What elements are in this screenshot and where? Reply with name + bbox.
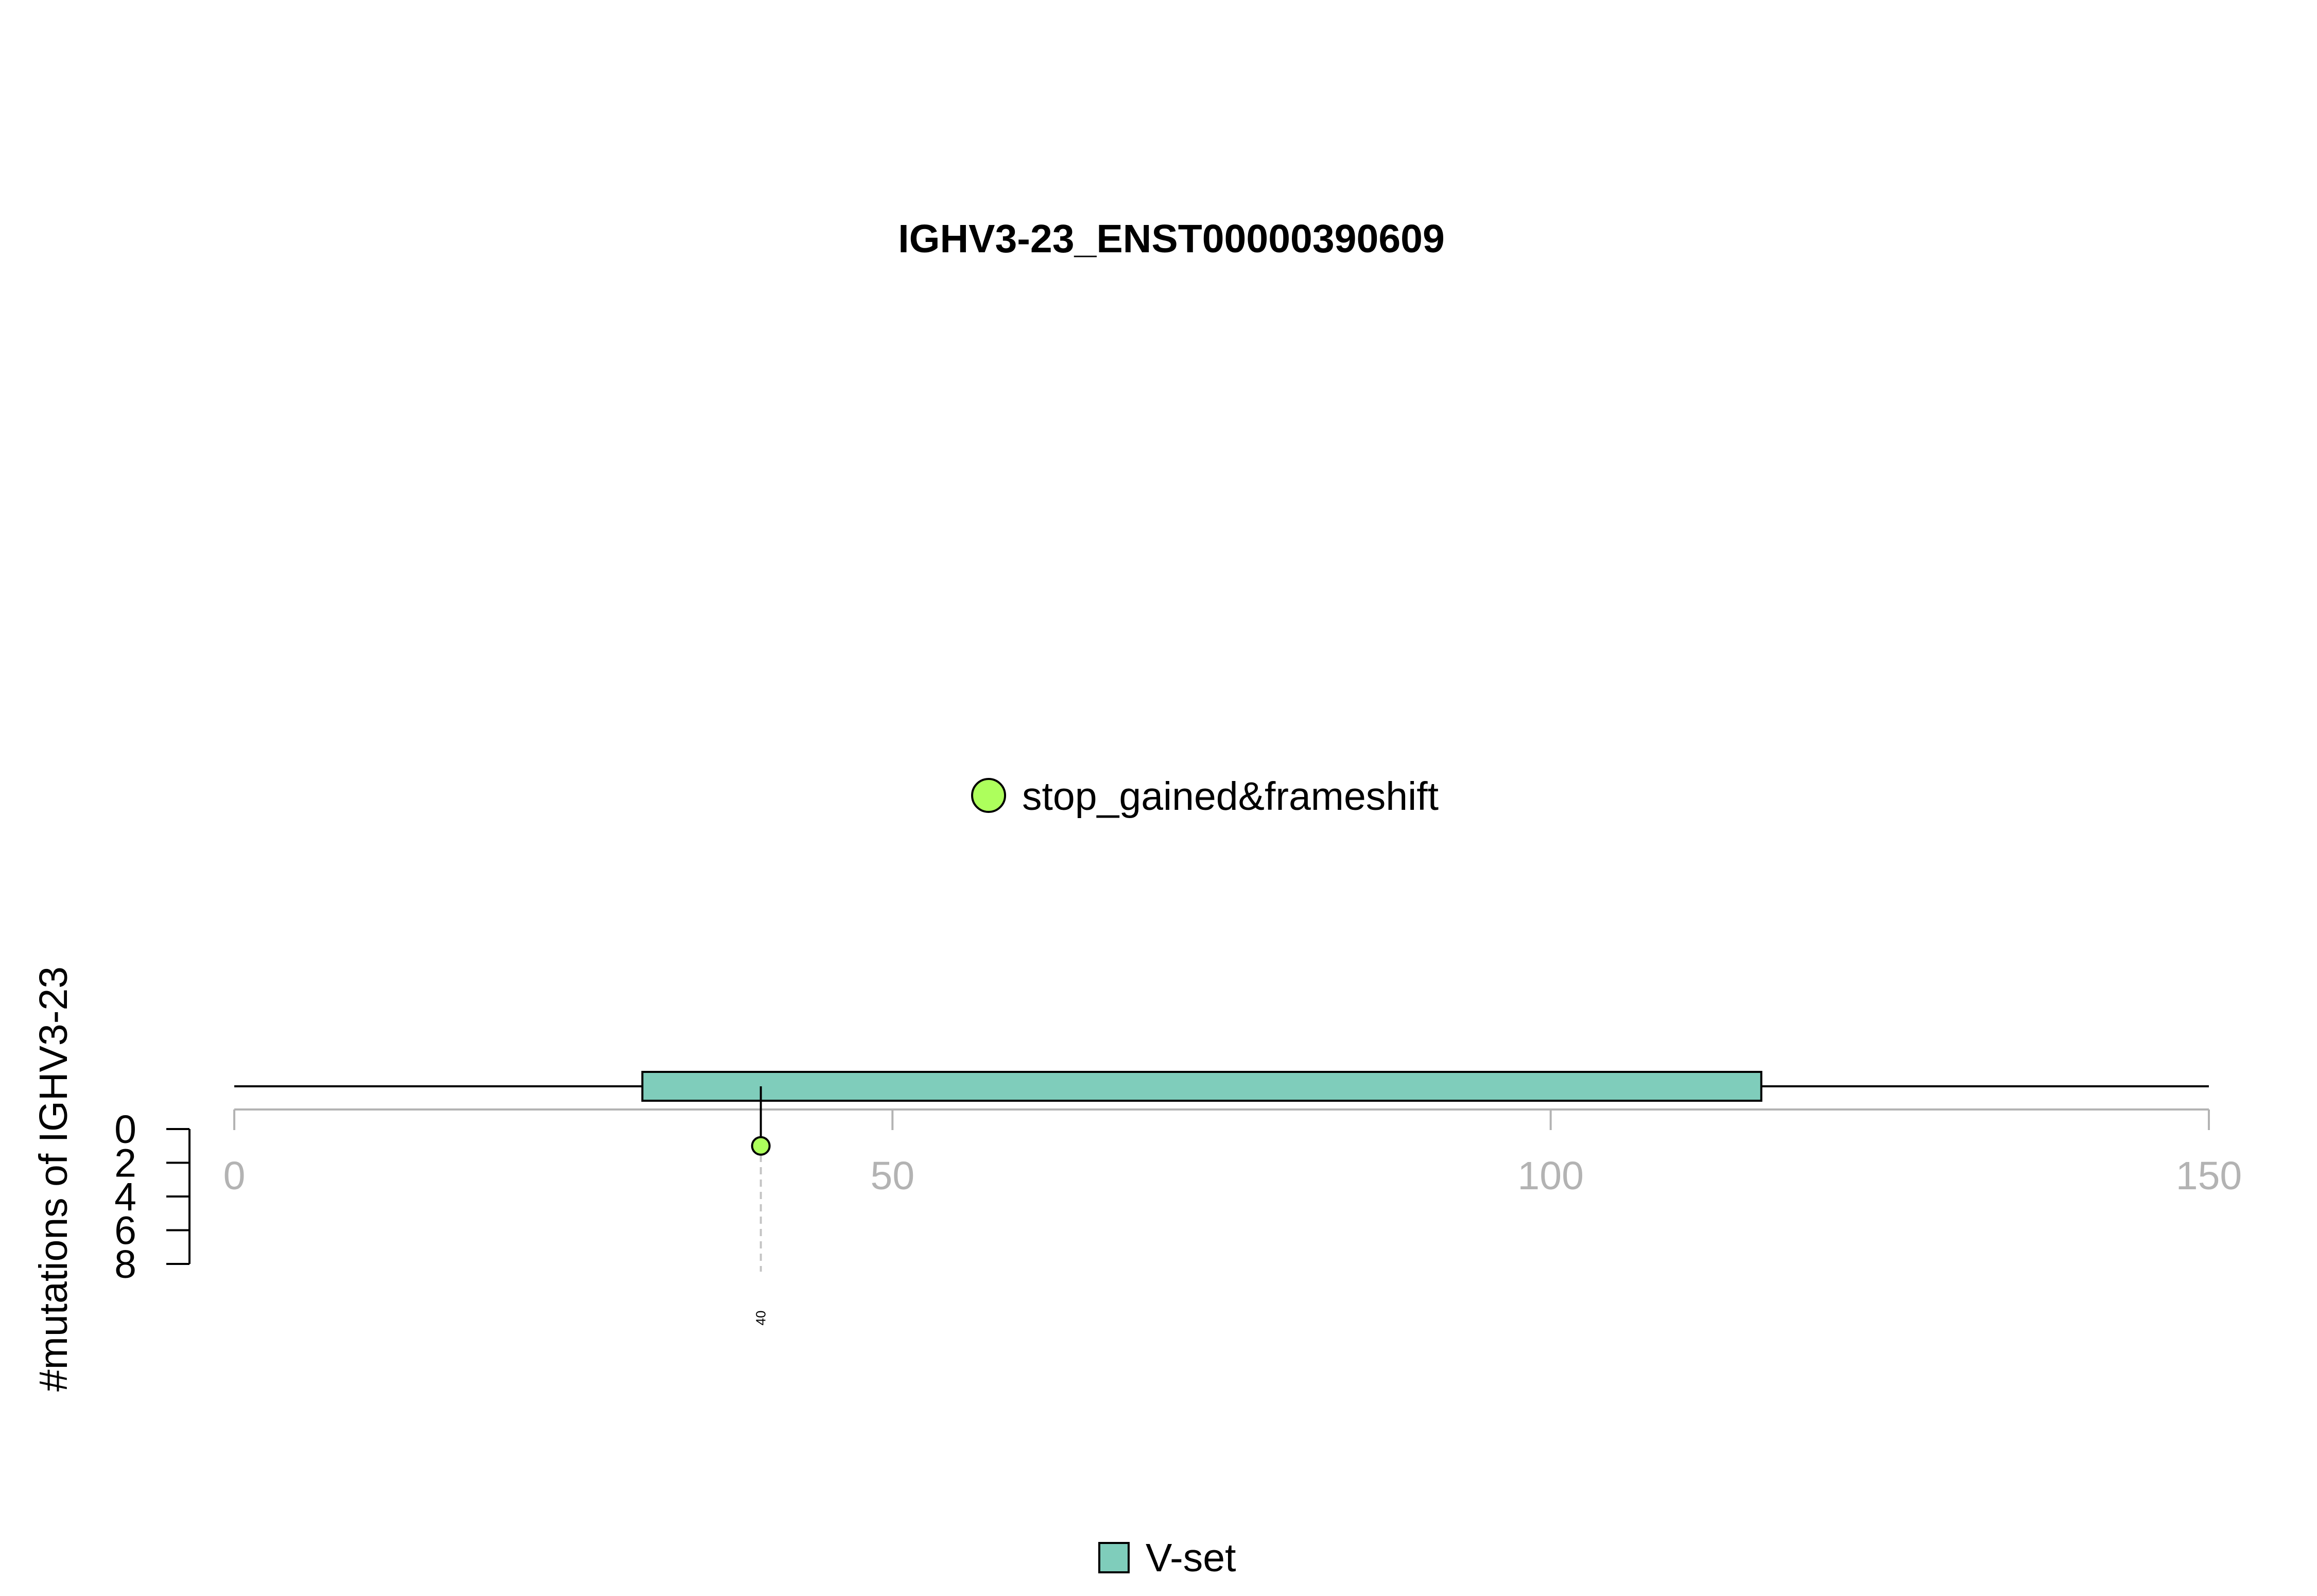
protein-track — [234, 1071, 2209, 1102]
chart-title: IGHV3-23_ENST00000390609 — [898, 217, 1445, 261]
legend-label: stop_gained&frameshift — [1022, 774, 1439, 819]
y-tick-label: 4 — [114, 1175, 136, 1219]
y-tick-label: 6 — [114, 1209, 136, 1253]
y-axis-label: #mutations of IGHV3-23 — [31, 966, 76, 1392]
x-tick-label: 50 — [871, 1154, 915, 1198]
domain-legend-label: V-set — [1146, 1536, 1236, 1580]
domain-legend-swatch — [1098, 1542, 1130, 1573]
domain-v-set — [641, 1071, 1762, 1102]
y-tick-label: 2 — [114, 1141, 136, 1186]
x-axis: 0 50 100 150 — [223, 1108, 2242, 1198]
y-tick-label: 8 — [114, 1242, 136, 1287]
mutation-position-label: 40 — [753, 1311, 769, 1326]
x-tick-label: 0 — [223, 1154, 246, 1198]
mutation-point — [751, 1136, 771, 1156]
domain-legend: V-set — [1098, 1536, 1236, 1580]
mutation-legend: stop_gained&frameshift — [971, 774, 1439, 819]
legend-marker — [971, 778, 1006, 813]
x-tick-label: 100 — [1517, 1154, 1583, 1198]
mutation-lollipops: 40 — [751, 1086, 771, 1326]
y-tick-label: 0 — [114, 1107, 136, 1152]
x-tick-label: 150 — [2176, 1154, 2242, 1198]
